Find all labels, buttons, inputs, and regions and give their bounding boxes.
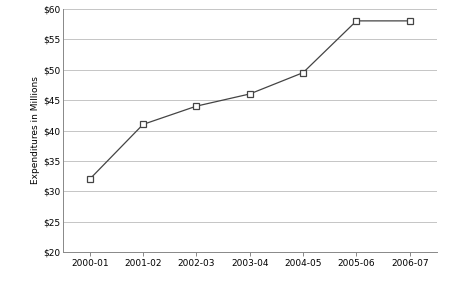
Y-axis label: Expenditures in Millions: Expenditures in Millions [31, 77, 40, 184]
